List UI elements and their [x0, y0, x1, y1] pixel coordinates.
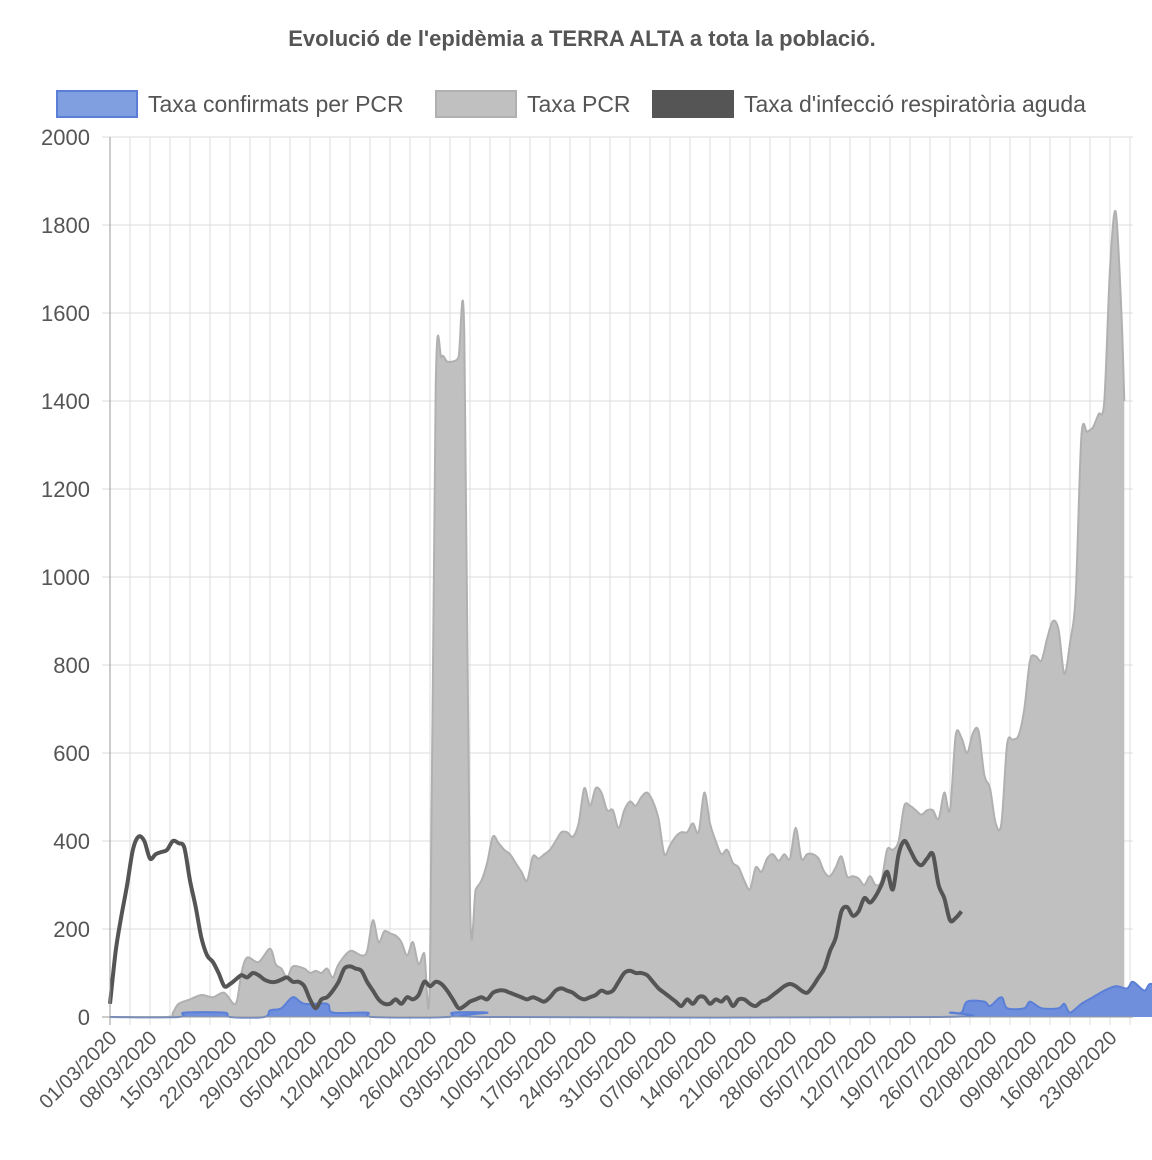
legend-swatch-confirmats[interactable] [56, 90, 138, 118]
series-confirmats-line [109, 980, 1152, 1019]
legend: Taxa confirmats per PCR Taxa PCR Taxa d'… [56, 90, 1086, 118]
y-tick-label: 2000 [41, 125, 90, 150]
series-pcr-area [110, 210, 1125, 1018]
y-tick-label: 1400 [41, 389, 90, 414]
y-tick-label: 1200 [41, 477, 90, 502]
axes [102, 137, 1133, 1025]
series-pcr-line [109, 209, 1126, 1019]
series-infeccio-line [108, 834, 963, 1011]
y-axis-ticks: 0 200 400 600 800 1000 1200 1400 1600 1800 2000 [41, 125, 90, 1030]
y-tick-label: 400 [53, 829, 90, 854]
chart-title: Evolució de l'epidèmia a TERRA ALTA a to… [288, 26, 876, 51]
y-tick-label: 800 [53, 653, 90, 678]
y-tick-label: 1600 [41, 301, 90, 326]
x-axis-ticks: 01/03/202008/03/202015/03/202022/03/2020… [35, 1027, 1121, 1113]
legend-swatch-infeccio[interactable] [652, 90, 734, 118]
y-tick-label: 1000 [41, 565, 90, 590]
y-tick-label: 0 [78, 1005, 90, 1030]
legend-label-infeccio[interactable]: Taxa d'infecció respiratòria aguda [744, 91, 1086, 117]
series-confirmats-area [110, 981, 1152, 1018]
plot-area [108, 209, 1152, 1019]
legend-label-confirmats[interactable]: Taxa confirmats per PCR [148, 91, 404, 117]
y-tick-label: 1800 [41, 213, 90, 238]
legend-swatch-pcr[interactable] [435, 90, 517, 118]
y-tick-label: 600 [53, 741, 90, 766]
y-tick-label: 200 [53, 917, 90, 942]
legend-label-pcr[interactable]: Taxa PCR [527, 91, 631, 117]
